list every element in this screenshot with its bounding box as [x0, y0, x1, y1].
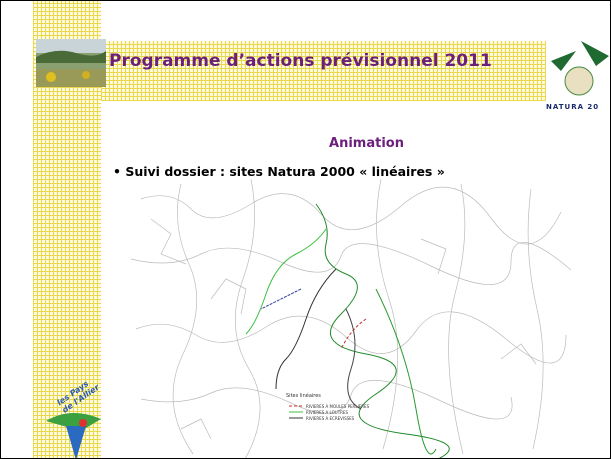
legend-title: Sites linéaires [286, 392, 321, 399]
bullet-text: Suivi dossier : sites Natura 2000 « liné… [125, 164, 444, 179]
bullet: • Suivi dossier : sites Natura 2000 « li… [113, 164, 445, 179]
section-heading: Animation [1, 136, 611, 151]
slide: Programme d’actions prévisionnel 2011 NA… [0, 0, 611, 459]
legend-item: RIVIERES A ECREVISSES [306, 416, 355, 421]
logo-text: NATURA 20 [546, 103, 599, 111]
footer-logo [41, 401, 106, 459]
top-band [101, 41, 611, 101]
map: Sites linéaires RIVIERES A MOULES PERLIE… [121, 179, 581, 459]
legend-item: RIVIERES A LOUTRES [306, 410, 348, 415]
title: Programme d’actions prévisionnel 2011 [109, 51, 492, 71]
legend-item: RIVIERES A MOULES PERLIERES [306, 404, 370, 409]
natura-logo [541, 31, 611, 103]
photo [36, 39, 106, 87]
